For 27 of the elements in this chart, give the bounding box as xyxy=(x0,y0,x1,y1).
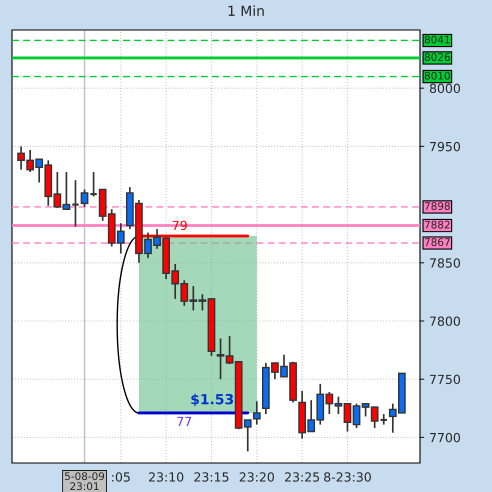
ref-line-label: 8041 xyxy=(424,36,450,44)
candlestick xyxy=(89,171,98,198)
ref-line-label: 7867 xyxy=(424,238,450,246)
annotation: $1.53 xyxy=(191,394,234,406)
ref-line-label: 8010 xyxy=(424,72,450,80)
y-tick-label: 7950 xyxy=(430,142,460,152)
y-tick-label: 7800 xyxy=(430,316,460,326)
x-tick-label: 23:10 xyxy=(149,472,184,482)
y-tick-label: 8000 xyxy=(430,84,460,94)
candlestick xyxy=(380,413,388,426)
x-tick-label: :05 xyxy=(112,472,130,482)
ref-line-label: 7898 xyxy=(424,202,450,210)
y-tick-label: 7750 xyxy=(430,374,460,384)
y-tick-label: 7850 xyxy=(430,258,460,268)
chart-title: 1 Min xyxy=(228,5,264,16)
x-tick-label: 5-08-09 23:01 xyxy=(65,472,104,490)
x-tick-label: 23:15 xyxy=(194,472,228,482)
candlestick xyxy=(71,179,80,228)
x-tick-label: 8-23:30 xyxy=(324,472,371,482)
annotation: 77 xyxy=(177,416,192,426)
y-tick-label: 7700 xyxy=(430,432,460,442)
x-tick-label: 23:25 xyxy=(285,472,320,482)
ref-line-label: 7882 xyxy=(424,220,450,229)
x-tick-label: 23:20 xyxy=(240,472,274,482)
ref-line-label: 8026 xyxy=(424,53,450,61)
annotation: 79 xyxy=(172,220,187,230)
candlestick xyxy=(80,188,88,208)
